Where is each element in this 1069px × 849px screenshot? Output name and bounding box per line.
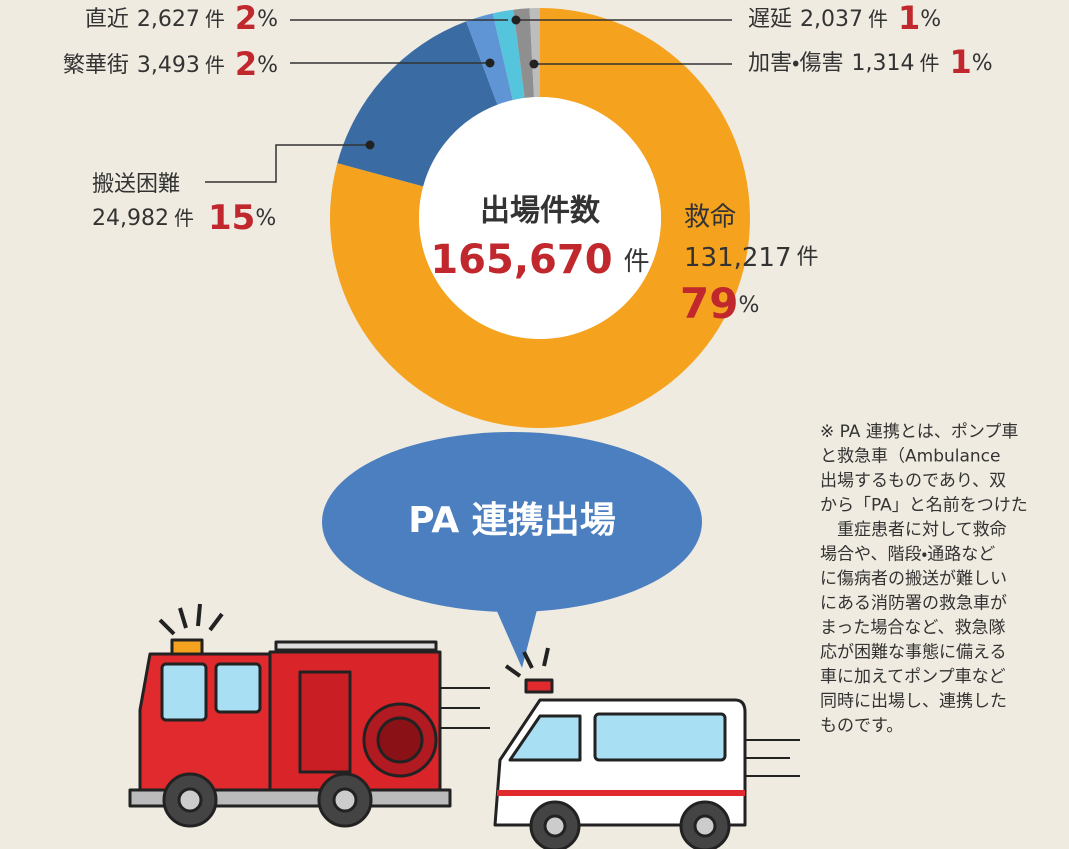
note-line: 重症患者に対して救命	[820, 520, 1007, 540]
leader-line	[205, 144, 370, 183]
slice-unit: 件	[174, 206, 194, 230]
note-line: 出場するものであり、双	[820, 471, 1006, 491]
note-line: にある消防署の救急車が	[820, 594, 1007, 614]
note-line: から「PA」と名前をつけた	[820, 496, 1028, 516]
percent-unit: %	[972, 51, 993, 76]
slice-name: 直近	[85, 7, 129, 32]
slice-unit: 件	[205, 53, 225, 77]
bubble-body	[322, 432, 702, 612]
siren-rays	[158, 603, 224, 636]
slice-count: 3,493	[137, 53, 200, 78]
slice-percent: 79	[680, 279, 738, 328]
slice-unit: 件	[797, 245, 819, 270]
slice-unit: 件	[919, 51, 939, 75]
note-line: 車に加えてポンプ車など	[820, 667, 1006, 687]
slice-label: 131,217 件	[684, 243, 819, 273]
percent-unit: %	[257, 53, 278, 78]
donut-hole	[419, 97, 661, 339]
slice-unit: 件	[868, 7, 888, 31]
slice-count: 131,217	[684, 243, 792, 273]
total-unit: 件	[624, 247, 650, 277]
leader-lines	[205, 15, 732, 183]
slice	[513, 8, 534, 98]
slice-label: 加害・傷害 1,314 件 1%	[748, 43, 993, 81]
slice-percent: 1	[898, 0, 920, 37]
total-value: 165,670	[430, 237, 612, 283]
note-line: ※ PA 連携とは、ポンプ車	[820, 422, 1018, 442]
note-line: 同時に出場し、連携した	[820, 692, 1007, 712]
slice-name: 加害・傷害	[748, 51, 843, 76]
percent-unit: %	[920, 7, 941, 32]
slice-name: 搬送困難	[92, 172, 180, 197]
note-line: 場合や、階段・通路など	[820, 545, 995, 565]
speech-bubble: PA 連携出場	[322, 432, 702, 668]
leader-dot	[365, 140, 375, 150]
slice-label: 24,982 件 15%	[92, 198, 276, 238]
slice-name: 救命	[684, 203, 736, 233]
percent-unit: %	[255, 206, 276, 231]
leader-dot	[511, 15, 521, 25]
slice-percent: 2	[235, 0, 257, 37]
leader-dot	[529, 59, 539, 69]
percent-unit: %	[738, 293, 759, 318]
slice	[529, 8, 540, 98]
slice-label: 遅延 2,037 件 1%	[748, 0, 941, 37]
slice-label: 79%	[680, 279, 759, 328]
bubble-tail	[492, 598, 540, 668]
note-line: に傷病者の搬送が難しい	[820, 569, 1007, 589]
bubble-label: PA 連携出場	[408, 500, 615, 541]
leader-dot	[485, 58, 495, 68]
note-line: 応が困難な事態に備える	[820, 643, 1007, 663]
note-line: と救急車（Ambulance	[820, 447, 1000, 467]
slice-percent: 1	[949, 43, 971, 81]
ambulance	[493, 647, 800, 849]
slice-count: 2,627	[137, 7, 200, 32]
fire-truck	[128, 603, 490, 828]
percent-unit: %	[257, 7, 278, 32]
note-line: まった場合など、救急隊	[820, 618, 1005, 638]
center-total: 165,670 件	[430, 237, 649, 283]
center-title: 出場件数	[480, 194, 600, 229]
slice	[492, 9, 525, 101]
slice-count: 1,314	[851, 51, 914, 76]
slice-percent: 2	[235, 45, 257, 83]
slice-percent: 15	[208, 198, 255, 238]
slice	[329, 8, 751, 428]
slice-count: 24,982	[92, 206, 169, 231]
note-line: ものです。	[820, 716, 903, 736]
slice-name: 遅延	[748, 7, 792, 32]
slice-label: 直近 2,627 件 2%	[85, 0, 278, 37]
slice-name: 繁華街	[63, 53, 129, 78]
slice-label: 繁華街 3,493 件 2%	[63, 45, 278, 83]
slice-unit: 件	[205, 7, 225, 31]
slice-count: 2,037	[800, 7, 863, 32]
